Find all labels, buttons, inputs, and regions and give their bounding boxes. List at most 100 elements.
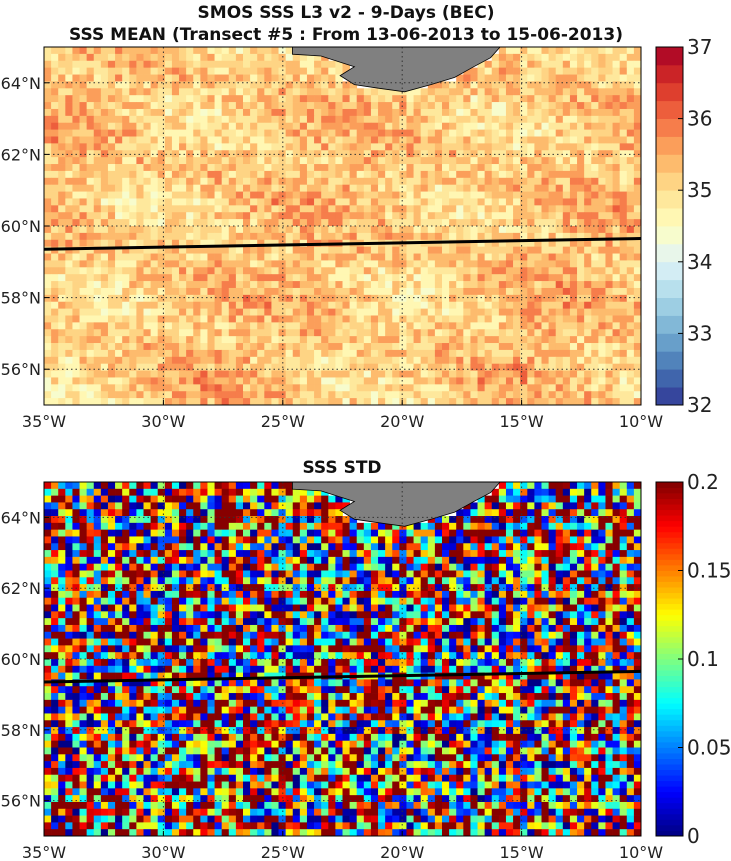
heatmap-cell xyxy=(200,489,207,496)
heatmap-cell xyxy=(428,95,435,102)
heatmap-cell xyxy=(257,178,264,185)
heatmap-cell xyxy=(44,295,51,302)
heatmap-cell xyxy=(151,212,158,219)
heatmap-cell xyxy=(343,143,350,150)
heatmap-cell xyxy=(371,302,378,309)
heatmap-cell xyxy=(165,288,172,295)
heatmap-cell xyxy=(406,281,413,288)
heatmap-cell xyxy=(371,157,378,164)
heatmap-cell xyxy=(364,530,371,537)
heatmap-cell xyxy=(492,384,499,391)
heatmap-cell xyxy=(556,302,563,309)
heatmap-cell xyxy=(350,192,357,199)
heatmap-cell xyxy=(115,123,122,130)
heatmap-cell xyxy=(207,357,214,364)
heatmap-cell xyxy=(428,143,435,150)
heatmap-cell xyxy=(506,95,513,102)
heatmap-cell xyxy=(513,530,520,537)
heatmap-cell xyxy=(577,260,584,267)
heatmap-cell xyxy=(492,247,499,254)
heatmap-cell xyxy=(279,226,286,233)
heatmap-cell xyxy=(357,302,364,309)
heatmap-cell xyxy=(556,178,563,185)
heatmap-cell xyxy=(229,247,236,254)
heatmap-cell xyxy=(328,316,335,323)
heatmap-cell xyxy=(186,219,193,226)
heatmap-cell xyxy=(80,95,87,102)
heatmap-cell xyxy=(193,336,200,343)
heatmap-cell xyxy=(300,212,307,219)
heatmap-cell xyxy=(215,185,222,192)
heatmap-cell xyxy=(58,95,65,102)
heatmap-cell xyxy=(378,150,385,157)
heatmap-cell xyxy=(456,322,463,329)
heatmap-cell xyxy=(584,536,591,543)
heatmap-cell xyxy=(243,496,250,503)
heatmap-cell xyxy=(72,61,79,68)
heatmap-cell xyxy=(328,185,335,192)
heatmap-cell xyxy=(229,137,236,144)
heatmap-cell xyxy=(222,123,229,130)
heatmap-cell xyxy=(613,482,620,489)
heatmap-cell xyxy=(591,247,598,254)
heatmap-cell xyxy=(115,309,122,316)
heatmap-cell xyxy=(620,316,627,323)
heatmap-cell xyxy=(570,164,577,171)
heatmap-cell xyxy=(72,377,79,384)
heatmap-cell xyxy=(620,530,627,537)
heatmap-cell xyxy=(613,281,620,288)
heatmap-cell xyxy=(229,260,236,267)
heatmap-cell xyxy=(627,288,634,295)
heatmap-cell xyxy=(470,226,477,233)
heatmap-cell xyxy=(549,350,556,357)
heatmap-cell xyxy=(406,164,413,171)
heatmap-cell xyxy=(613,267,620,274)
heatmap-cell xyxy=(620,75,627,82)
colorbar-swatch xyxy=(656,387,683,405)
heatmap-cell xyxy=(215,157,222,164)
heatmap-cell xyxy=(94,143,101,150)
heatmap-cell xyxy=(463,371,470,378)
heatmap-cell xyxy=(129,274,136,281)
heatmap-cell xyxy=(435,123,442,130)
colorbar-swatch xyxy=(656,119,683,137)
heatmap-cell xyxy=(314,274,321,281)
heatmap-cell xyxy=(151,302,158,309)
heatmap-cell xyxy=(300,267,307,274)
heatmap-cell xyxy=(179,157,186,164)
colorbar-tick-label: 35 xyxy=(687,178,712,202)
heatmap-cell xyxy=(179,102,186,109)
heatmap-cell xyxy=(478,219,485,226)
heatmap-cell xyxy=(87,530,94,537)
heatmap-cell xyxy=(634,322,641,329)
heatmap-cell xyxy=(570,212,577,219)
heatmap-cell xyxy=(499,496,506,503)
heatmap-cell xyxy=(207,260,214,267)
heatmap-cell xyxy=(87,371,94,378)
heatmap-cell xyxy=(350,288,357,295)
heatmap-cell xyxy=(627,219,634,226)
heatmap-cell xyxy=(456,247,463,254)
heatmap-cell xyxy=(371,254,378,261)
heatmap-cell xyxy=(165,329,172,336)
heatmap-cell xyxy=(385,247,392,254)
heatmap-cell xyxy=(385,95,392,102)
heatmap-cell xyxy=(456,102,463,109)
heatmap-cell xyxy=(556,482,563,489)
heatmap-cell xyxy=(300,61,307,68)
heatmap-cell xyxy=(229,102,236,109)
heatmap-cell xyxy=(449,171,456,178)
heatmap-cell xyxy=(634,102,641,109)
heatmap-cell xyxy=(80,219,87,226)
heatmap-cell xyxy=(136,288,143,295)
heatmap-cell xyxy=(364,357,371,364)
heatmap-cell xyxy=(257,130,264,137)
heatmap-cell xyxy=(108,157,115,164)
heatmap-cell xyxy=(605,198,612,205)
heatmap-cell xyxy=(65,502,72,509)
heatmap-cell xyxy=(463,102,470,109)
heatmap-cell xyxy=(442,281,449,288)
heatmap-cell xyxy=(250,274,257,281)
heatmap-cell xyxy=(222,75,229,82)
heatmap-cell xyxy=(556,205,563,212)
